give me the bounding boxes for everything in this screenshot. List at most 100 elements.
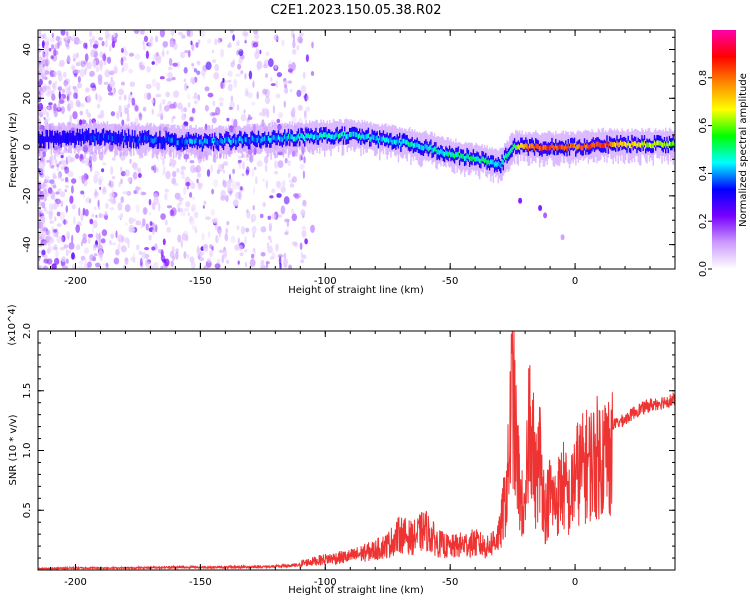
spectrogram-core-cell: [84, 135, 86, 140]
spectrogram-noise-cell: [118, 105, 122, 114]
snr-x-axis-label: Height of straight line (km): [288, 585, 424, 596]
spectrogram-noise-cell: [196, 172, 202, 178]
spectrogram-core-cell: [105, 134, 107, 140]
spectrogram-core-cell: [206, 139, 209, 144]
spectrogram-noise-cell: [59, 40, 62, 46]
spectrogram-noise-cell: [244, 73, 247, 80]
spectrogram-noise-cell: [66, 35, 73, 41]
spectrogram-noise-cell: [43, 231, 48, 240]
spectrogram-noise-cell: [171, 177, 177, 185]
spectrogram-noise-cell: [50, 55, 54, 60]
spectrogram-core-cell: [487, 159, 490, 165]
spectrogram-noise-cell: [54, 216, 57, 222]
spectrogram-core-cell: [187, 137, 190, 143]
spectrogram-core-cell: [112, 135, 115, 140]
spectrogram-noise-cell: [220, 81, 226, 89]
spectrogram-noise-cell: [226, 117, 230, 122]
spectrogram-core-cell: [154, 137, 156, 143]
spectrogram-core-cell: [282, 136, 285, 141]
spectrogram-noise-cell: [145, 84, 152, 89]
spectrogram-noise-cell: [58, 99, 65, 105]
spectrogram-noise-cell: [42, 265, 49, 269]
spectrogram-noise-cell: [148, 211, 152, 216]
spectrogram-core-cell: [662, 143, 664, 148]
spectrogram-core-cell: [151, 138, 154, 144]
spectrogram-noise-cell: [74, 53, 78, 59]
spectrogram-noise-cell: [265, 180, 268, 189]
spectrogram-noise-cell: [38, 197, 41, 202]
spectrogram-core-cell: [169, 138, 171, 144]
spectrogram-noise-cell: [102, 53, 107, 62]
spectrogram-noise-cell: [256, 60, 263, 70]
colorbar-tick-label: 0.8: [698, 70, 709, 86]
spectrogram-noise-cell: [60, 30, 66, 36]
spectrogram-noise-cell: [77, 76, 81, 83]
spectrogram-noise-cell: [110, 111, 116, 117]
spectrogram-noise-cell: [207, 92, 214, 98]
spectrogram-core-cell: [201, 141, 204, 147]
spectrogram-noise-cell: [303, 116, 308, 120]
spectrogram-core-cell: [546, 146, 548, 151]
spectrogram-noise-cell: [88, 155, 92, 164]
spectrogram-noise-cell: [214, 263, 221, 269]
spectrogram-noise-cell: [159, 76, 165, 80]
spectrogram-noise-cell: [63, 80, 68, 87]
spectrogram-core-cell: [43, 138, 45, 144]
spectrogram-noise-cell: [179, 200, 183, 205]
spectrogram-noise-cell: [41, 249, 46, 256]
spectrogram-halo-cell: [379, 126, 381, 161]
spectrogram-noise-cell: [277, 112, 284, 119]
spectrogram-core-cell: [416, 142, 418, 148]
spectrogram-core-cell: [401, 139, 403, 145]
spectrogram-noise-cell: [60, 165, 65, 170]
spectrogram-noise-cell: [41, 40, 45, 49]
spectrogram-core-cell: [503, 155, 506, 161]
spectrogram-noise-cell: [260, 252, 266, 257]
spectrogram-noise-cell: [40, 229, 46, 238]
spectrogram-noise-cell: [212, 59, 216, 63]
spectrogram-noise-cell: [78, 207, 81, 217]
spectrogram-core-cell: [673, 142, 675, 148]
spectrogram-noise-cell: [281, 39, 285, 47]
spectrogram-core-cell: [515, 145, 517, 151]
spectrogram-noise-cell: [93, 191, 99, 197]
spectrogram-core-cell: [645, 143, 647, 149]
spectrogram-core-cell: [83, 135, 85, 141]
spectrogram-noise-cell: [117, 215, 122, 219]
spectrogram-core-cell: [545, 144, 547, 150]
spectrogram-noise-cell: [262, 88, 268, 95]
spectrogram-core-cell: [259, 137, 261, 143]
spectrogram-noise-cell: [100, 109, 105, 119]
spectrogram-core-cell: [513, 143, 516, 149]
spectrogram-core-cell: [608, 141, 611, 146]
spectrogram-core-cell: [530, 143, 532, 149]
spectrogram-noise-cell: [291, 213, 297, 222]
spectrogram-core-cell: [412, 143, 415, 149]
spectrogram-noise-cell: [87, 261, 92, 268]
spectrogram-core-cell: [588, 144, 591, 150]
spectrogram-noise-cell: [301, 254, 307, 260]
spectrogram-core-cell: [633, 141, 636, 146]
spectrogram-noise-cell: [215, 106, 221, 116]
spectrogram-noise-cell: [128, 93, 133, 101]
spectrogram-core-cell: [391, 139, 393, 145]
spectrogram-noise-cell: [236, 50, 239, 56]
spectrogram-core-cell: [490, 159, 492, 165]
spectrogram-core-cell: [512, 144, 515, 150]
spectrogram-core-cell: [567, 143, 570, 149]
spectrogram-noise-cell: [304, 110, 307, 118]
spectrogram-core-cell: [402, 138, 405, 144]
spectrogram-core-cell: [641, 140, 643, 146]
spectrogram-noise-cell: [137, 167, 142, 175]
spectrogram-core-cell: [177, 140, 180, 146]
spectrogram-noise-cell: [130, 91, 133, 96]
spectrogram-core-cell: [286, 135, 289, 141]
spectrogram-noise-cell: [89, 30, 93, 38]
spectrogram-noise-cell: [280, 186, 286, 194]
spectrogram-core-cell: [49, 135, 51, 140]
spectrogram-noise-cell: [115, 113, 120, 119]
spectrogram-noise-cell: [255, 48, 260, 55]
spectrogram-noise-cell: [273, 160, 279, 169]
spectrogram-noise-cell: [276, 181, 282, 189]
spectrogram-noise-cell: [109, 192, 115, 199]
